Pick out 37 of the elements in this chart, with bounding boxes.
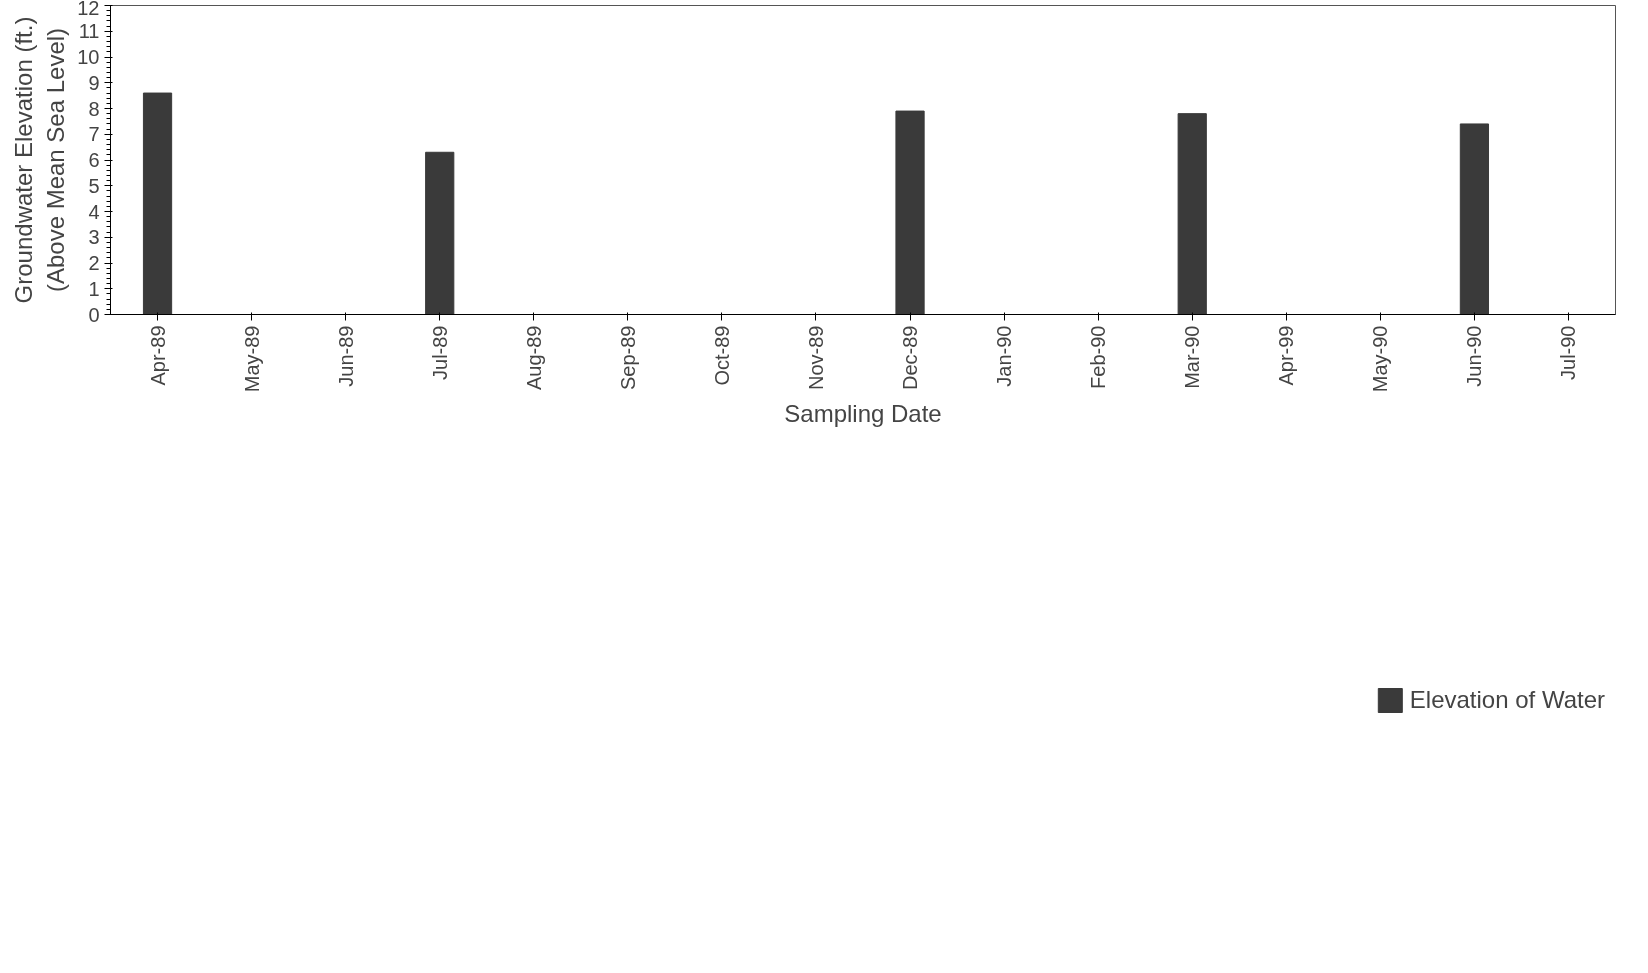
bar [425,151,455,315]
x-tick-label: Jan-90 [993,325,1016,387]
x-tick-label: Nov-89 [804,325,827,390]
x-tick-label: Oct-89 [710,325,733,386]
y-tick-label: 1 [88,277,100,300]
x-tick-label: Mar-90 [1181,325,1204,389]
y-tick-label: 5 [88,174,100,197]
x-tick-label: Aug-89 [522,325,545,390]
x-tick-label: Jul-90 [1557,325,1580,380]
x-tick-label: Jun-90 [1463,325,1486,387]
y-tick-label: 4 [88,200,100,223]
x-tick-label: May-89 [240,325,263,393]
x-tick-label: Dec-89 [899,325,922,390]
y-tick-label: 6 [88,149,100,171]
bar [1459,123,1490,315]
x-tick-label: Jul-89 [428,325,451,380]
y-tick-label: 11 [78,20,100,43]
y-tick-label: 2 [88,252,100,274]
y-tick-label: 10 [77,46,100,68]
x-tick-label: Jun-89 [334,325,357,387]
bar [1177,113,1207,315]
legend-label: Elevation of Water [1409,686,1605,714]
x-tick-label: Feb-90 [1087,325,1110,389]
y-axis-title: Groundwater Elevation (ft.) (Above Mean Sea Level) [9,16,70,304]
bar [142,92,173,315]
bar [895,110,925,315]
x-tick-label: Apr-99 [1275,325,1298,386]
x-tick-label: Apr-89 [146,325,169,386]
x-tick-label: May-90 [1369,325,1392,393]
y-tick-label: 3 [88,226,100,249]
y-tick-label: 8 [88,97,100,120]
y-tick-label: 0 [88,303,100,326]
x-tick-label: Sep-89 [616,325,639,390]
y-tick-label: 12 [77,0,100,19]
y-tick-label: 7 [88,123,100,146]
y-tick-label: 9 [88,71,100,94]
x-axis-title: Sampling Date [784,400,942,428]
